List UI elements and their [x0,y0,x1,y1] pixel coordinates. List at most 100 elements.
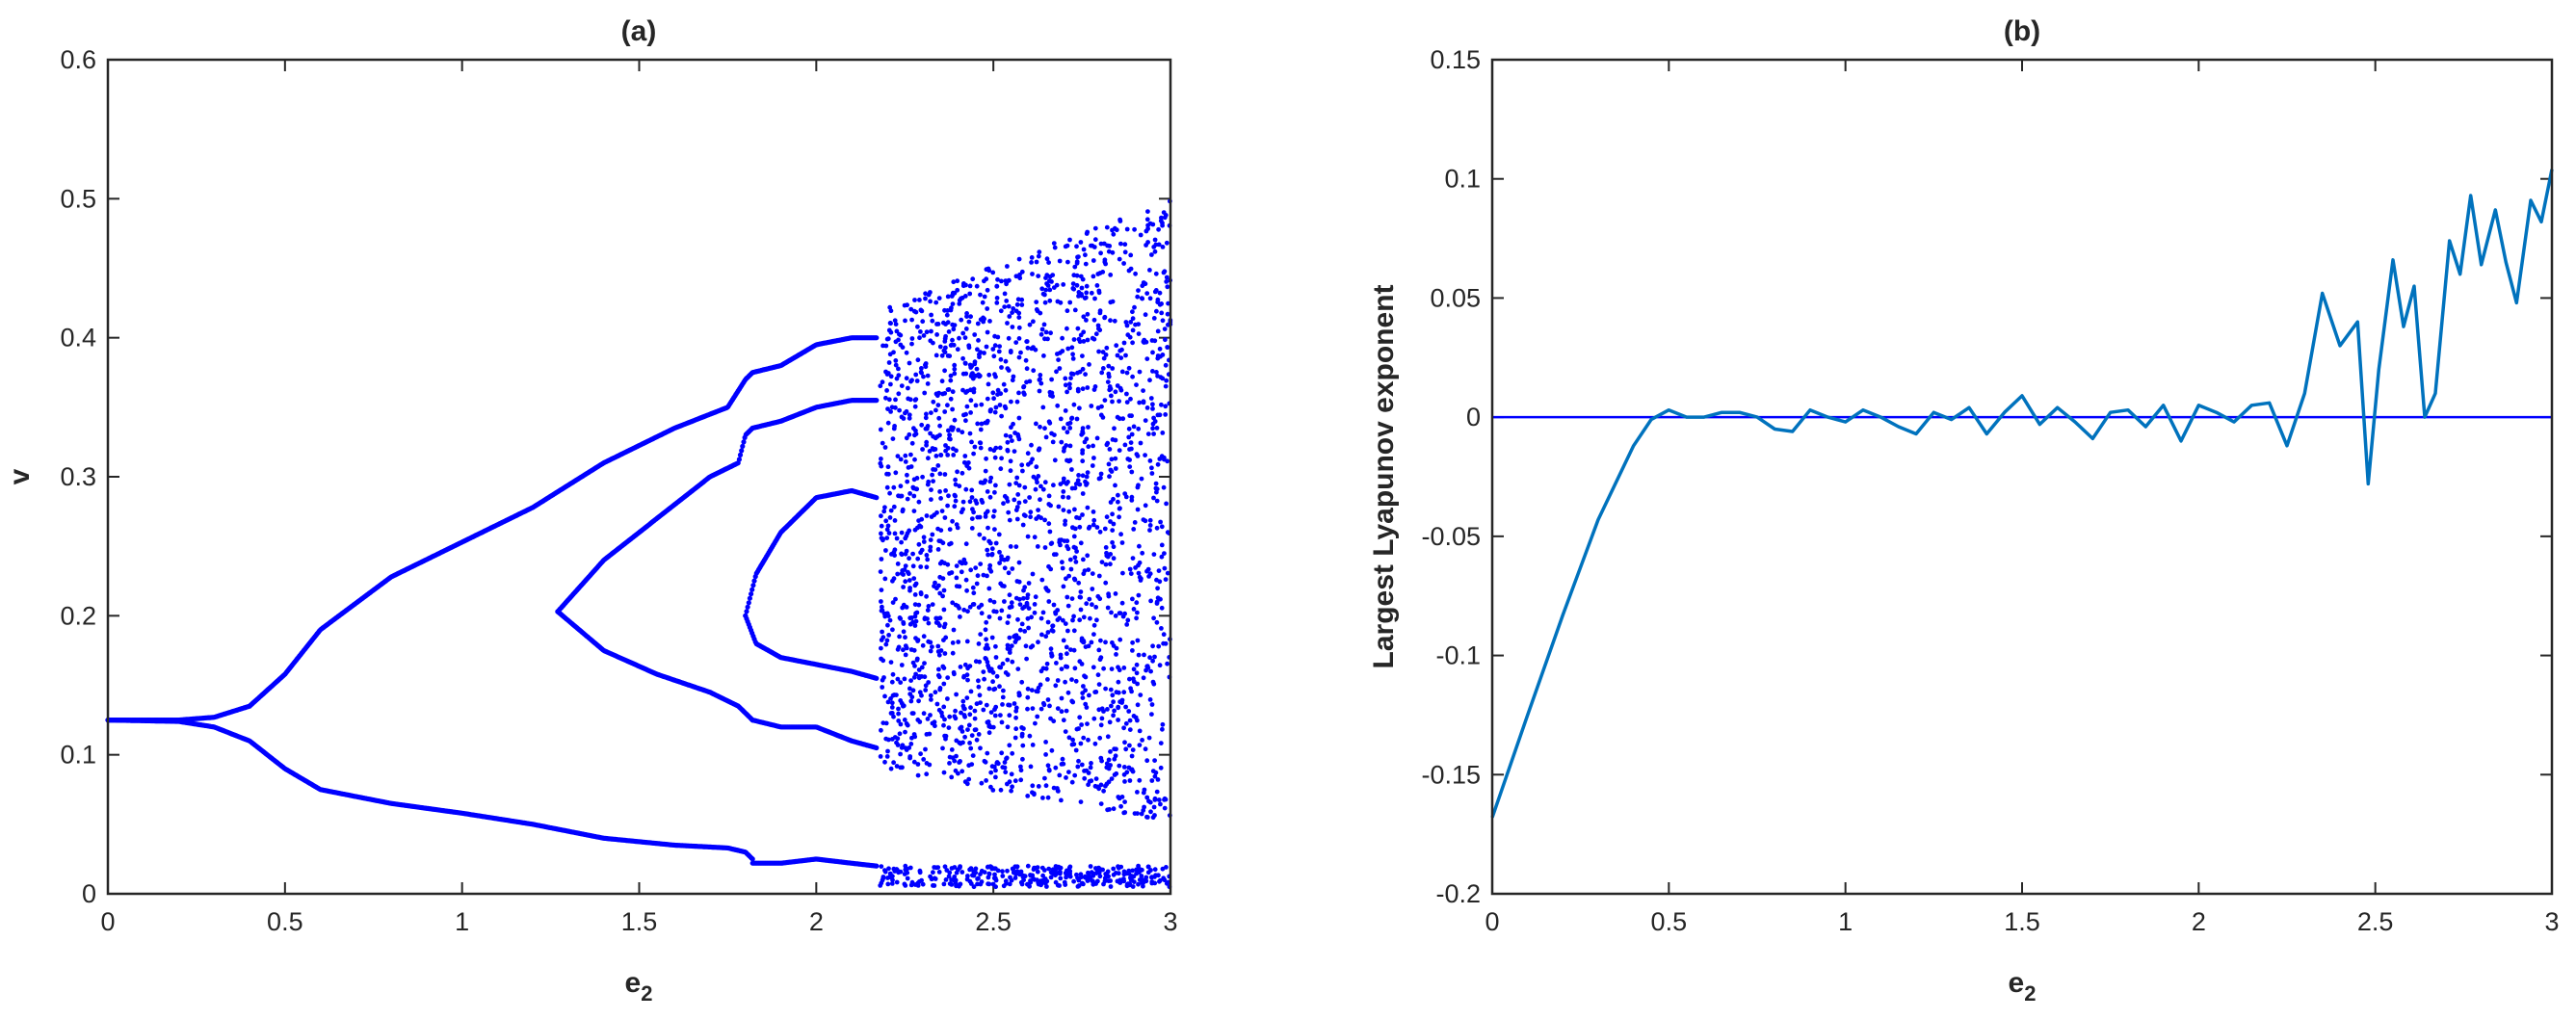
bifurcation-point [1090,587,1095,591]
bifurcation-point [1075,326,1081,331]
bifurcation-point [954,448,959,454]
bifurcation-point [1152,773,1158,779]
bifurcation-point [978,745,983,751]
bifurcation-point [1025,794,1031,798]
bifurcation-point [909,341,914,347]
bifurcation-point [884,638,890,643]
bifurcation-point [1117,448,1122,453]
bifurcation-point [1091,522,1096,528]
panel-a-plot-area [105,59,1173,895]
bifurcation-point [986,872,992,876]
bifurcation-point [1006,614,1012,619]
bifurcation-point [1043,434,1049,440]
bifurcation-point [989,635,995,640]
bifurcation-point [1095,593,1101,599]
bifurcation-point [956,428,961,432]
bifurcation-point [1157,877,1163,883]
bifurcation-point [1084,481,1090,486]
bifurcation-point [966,776,972,782]
bifurcation-point [1153,271,1159,276]
bifurcation-point [1164,240,1170,246]
bifurcation-point [1008,468,1013,474]
bifurcation-point [1036,253,1041,259]
bifurcation-point [1032,610,1038,615]
bifurcation-point [1116,492,1120,498]
bifurcation-point [1129,753,1135,759]
bifurcation-point [984,344,989,350]
bifurcation-point [979,611,985,616]
bifurcation-point [986,686,992,692]
bifurcation-point [998,787,1004,793]
bifurcation-point [1144,815,1150,820]
bifurcation-point [1121,765,1127,770]
bifurcation-point [945,294,951,300]
bifurcation-point [1098,471,1104,477]
bifurcation-point [1040,405,1046,410]
bifurcation-point [892,518,898,523]
bifurcation-point [1036,508,1040,512]
bifurcation-point [993,374,998,379]
bifurcation-point [1118,241,1123,247]
bifurcation-point [1030,743,1036,747]
bifurcation-point [1003,770,1009,775]
bifurcation-point [937,423,942,429]
bifurcation-point [1136,881,1141,887]
bifurcation-point [1130,596,1135,602]
bifurcation-point [1127,778,1133,783]
bifurcation-point [1149,465,1154,471]
bifurcation-point [1078,540,1084,546]
bifurcation-point [945,696,950,701]
bifurcation-point [951,327,957,332]
bifurcation-point [921,535,927,540]
bifurcation-point [924,426,930,431]
bifurcation-point [992,333,997,339]
bifurcation-point [929,514,934,519]
bifurcation-point [990,390,996,396]
bifurcation-point [1150,350,1155,355]
bifurcation-point [981,669,986,674]
x-tick-label: 2 [2192,907,2206,936]
bifurcation-point [889,552,894,557]
bifurcation-point [899,493,905,499]
bifurcation-point [907,491,912,496]
bifurcation-point [985,418,990,424]
bifurcation-point [1048,541,1054,546]
bifurcation-point [1035,714,1040,719]
bifurcation-point [1042,426,1047,431]
bifurcation-point [1011,374,1016,379]
bifurcation-point [965,874,970,878]
bifurcation-point [967,604,973,610]
bifurcation-point [1078,589,1084,594]
bifurcation-point [999,750,1005,756]
bifurcation-point [1080,512,1085,517]
bifurcation-points [105,198,1173,890]
bifurcation-point [960,507,965,512]
bifurcation-point [1071,544,1077,550]
bifurcation-point [963,418,968,424]
bifurcation-point [1096,349,1101,354]
bifurcation-point [1092,225,1098,231]
bifurcation-point [941,681,947,687]
bifurcation-point [947,761,952,766]
bifurcation-point [1109,469,1115,474]
bifurcation-point [905,472,909,478]
bifurcation-point [952,366,958,372]
bifurcation-point [1071,337,1077,342]
bifurcation-point [903,453,908,458]
x-tick-label: 2.5 [2357,907,2394,936]
bifurcation-point [879,457,883,461]
bifurcation-point [1084,290,1090,296]
bifurcation-point [959,470,965,476]
bifurcation-point [1161,640,1166,646]
bifurcation-point [1015,666,1021,671]
bifurcation-point [1088,765,1093,771]
bifurcation-point [934,332,939,337]
bifurcation-point [941,770,947,775]
bifurcation-point [1080,451,1085,456]
bifurcation-point [1113,466,1118,471]
bifurcation-point [1042,292,1047,298]
bifurcation-point [986,525,990,531]
bifurcation-point [1134,662,1140,667]
bifurcation-point [912,614,918,619]
bifurcation-point [1156,242,1162,248]
